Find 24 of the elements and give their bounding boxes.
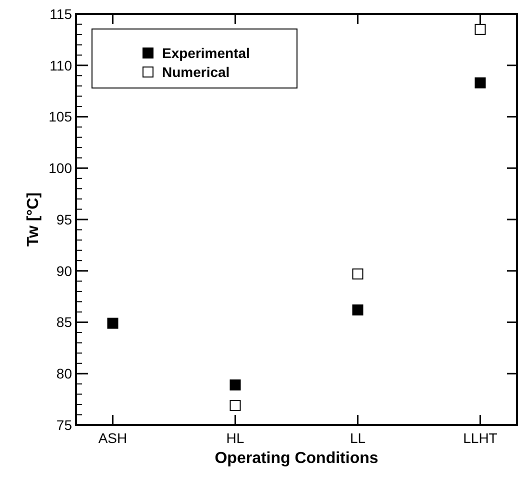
x-tick-label: HL <box>226 430 244 446</box>
point <box>474 24 486 35</box>
point <box>352 304 364 316</box>
y-tick-label: 95 <box>56 211 72 228</box>
y-tick-label: 85 <box>56 314 72 330</box>
y-tick-label: 100 <box>48 160 72 176</box>
y-axis-title: Tw [°C] <box>25 192 42 247</box>
y-tick-label: 115 <box>50 6 72 22</box>
y-tick-label: 90 <box>56 262 72 279</box>
legend-label: Numerical <box>162 64 230 80</box>
x-tick-label: LLHT <box>463 430 498 446</box>
legend-label: Experimental <box>162 44 250 61</box>
x-axis-title: Operating Conditions <box>214 450 378 467</box>
x-tick-label: ASH <box>98 430 128 446</box>
y-tick-label: 75 <box>56 416 72 433</box>
point <box>352 268 364 280</box>
y-tick-label: 105 <box>48 108 72 125</box>
point <box>230 379 241 390</box>
point <box>230 400 241 411</box>
x-tick-label: LL <box>350 430 366 446</box>
y-tick-label: 110 <box>50 57 72 74</box>
y-tick-label: 80 <box>56 366 72 382</box>
point <box>474 77 486 88</box>
point <box>107 318 118 329</box>
